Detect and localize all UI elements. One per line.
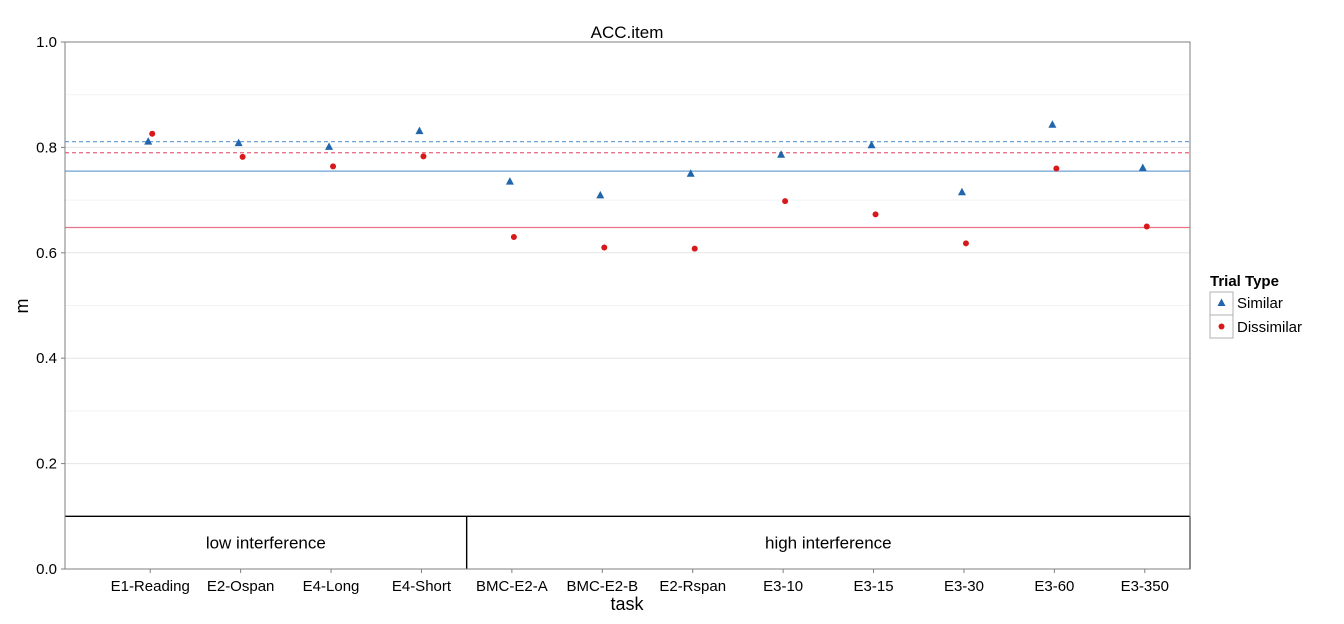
x-tick-label: E2-Ospan (207, 578, 275, 595)
strip-label: high interference (765, 534, 892, 553)
point-similar (596, 190, 605, 199)
y-tick-label: 1.0 (36, 34, 57, 51)
y-tick-label: 0.2 (36, 456, 57, 473)
x-axis: E1-Reading E2-Ospan E4-Long E4-Short BMC-E2-… (111, 569, 1169, 595)
point-dissimilar (872, 211, 879, 218)
y-tick-label: 0.6 (36, 245, 57, 262)
point-similar (505, 177, 514, 185)
point-dissimilar (330, 163, 337, 170)
chart-title: ACC.item (591, 23, 664, 42)
point-dissimilar (510, 233, 517, 240)
y-axis: 0.0 0.2 0.4 0.6 0.8 1.0 (36, 34, 65, 578)
point-dissimilar (691, 245, 698, 252)
strip-label: low interference (206, 534, 326, 553)
data-points (144, 120, 1150, 252)
point-similar (325, 142, 334, 150)
point-similar (957, 187, 966, 196)
y-tick-label: 0.4 (36, 350, 57, 367)
x-tick-label: BMC-E2-B (566, 578, 638, 595)
point-dissimilar (420, 153, 427, 160)
x-tick-label: E3-15 (854, 578, 894, 595)
y-tick-label: 0.0 (36, 561, 57, 578)
x-tick-label: E2-Rspan (659, 578, 726, 595)
point-dissimilar (782, 198, 789, 205)
x-tick-label: E3-350 (1121, 578, 1169, 595)
point-similar (686, 169, 695, 177)
point-dissimilar (149, 130, 156, 137)
point-similar (1138, 163, 1147, 171)
legend-label-dissimilar: Dissimilar (1237, 319, 1302, 336)
legend: Trial Type Similar Dissimilar (1209, 273, 1302, 339)
point-similar (867, 140, 876, 149)
x-tick-label: E4-Long (303, 578, 360, 595)
y-axis-label: m (12, 299, 32, 314)
point-similar (415, 126, 424, 135)
point-similar (144, 137, 153, 145)
x-tick-label: E3-60 (1034, 578, 1074, 595)
legend-title: Trial Type (1210, 273, 1279, 290)
point-dissimilar (1053, 165, 1060, 172)
x-tick-label: E3-30 (944, 578, 984, 595)
panel-border (64, 41, 1191, 570)
x-tick-label: E4-Short (392, 578, 452, 595)
x-axis-label: task (610, 594, 644, 614)
reference-lines (65, 140, 1190, 229)
point-dissimilar (1143, 223, 1150, 230)
x-tick-label: E3-10 (763, 578, 803, 595)
point-similar (1048, 120, 1057, 128)
point-dissimilar (239, 153, 246, 160)
point-similar (234, 138, 243, 147)
legend-label-similar: Similar (1237, 295, 1283, 312)
y-tick-label: 0.8 (36, 139, 57, 156)
x-tick-label: BMC-E2-A (476, 578, 548, 595)
legend-symbol-similar (1217, 298, 1226, 306)
point-dissimilar (962, 240, 969, 247)
x-tick-label: E1-Reading (111, 578, 190, 595)
point-dissimilar (601, 244, 608, 251)
point-similar (777, 150, 786, 158)
legend-symbol-dissimilar (1218, 323, 1225, 330)
